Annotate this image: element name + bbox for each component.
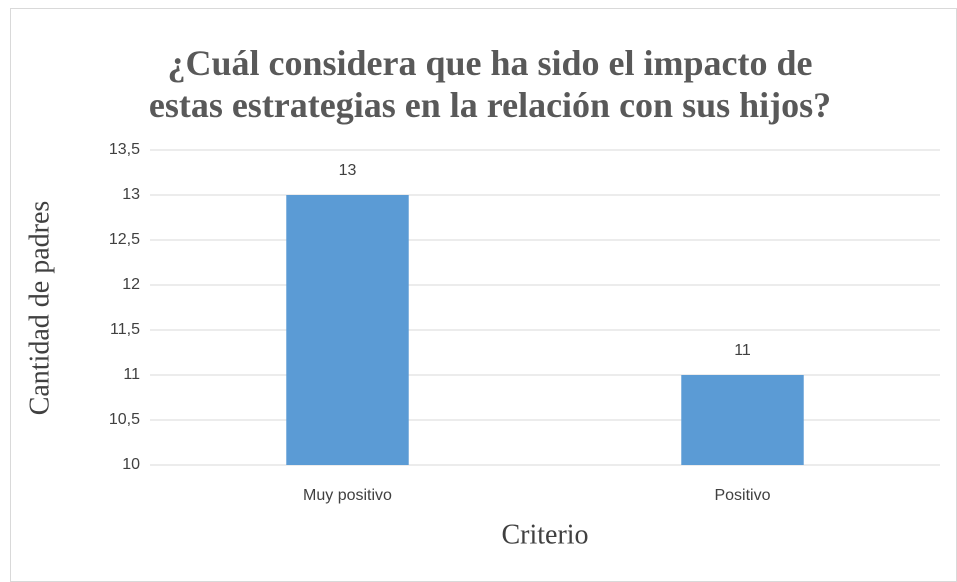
bar: [286, 195, 409, 465]
y-tick-label: 10: [122, 456, 140, 473]
y-axis-label: Cantidad de padres: [24, 201, 55, 416]
x-tick-label: Positivo: [714, 487, 770, 504]
y-tick-label: 11: [123, 366, 140, 383]
y-tick-label: 10,5: [109, 411, 140, 428]
y-tick-label: 12: [122, 276, 140, 293]
data-label: 13: [339, 162, 357, 179]
y-tick-label: 11,5: [110, 321, 140, 338]
x-tick-label: Muy positivo: [303, 487, 392, 504]
y-tick-label: 13: [122, 186, 140, 203]
chart-title: ¿Cuál considera que ha sido el impacto d…: [148, 43, 832, 125]
y-tick-label: 12,5: [109, 231, 140, 248]
data-label: 11: [734, 342, 751, 359]
y-tick-label: 13,5: [109, 141, 140, 158]
x-axis-label: Criterio: [501, 519, 588, 550]
bar: [681, 375, 804, 465]
